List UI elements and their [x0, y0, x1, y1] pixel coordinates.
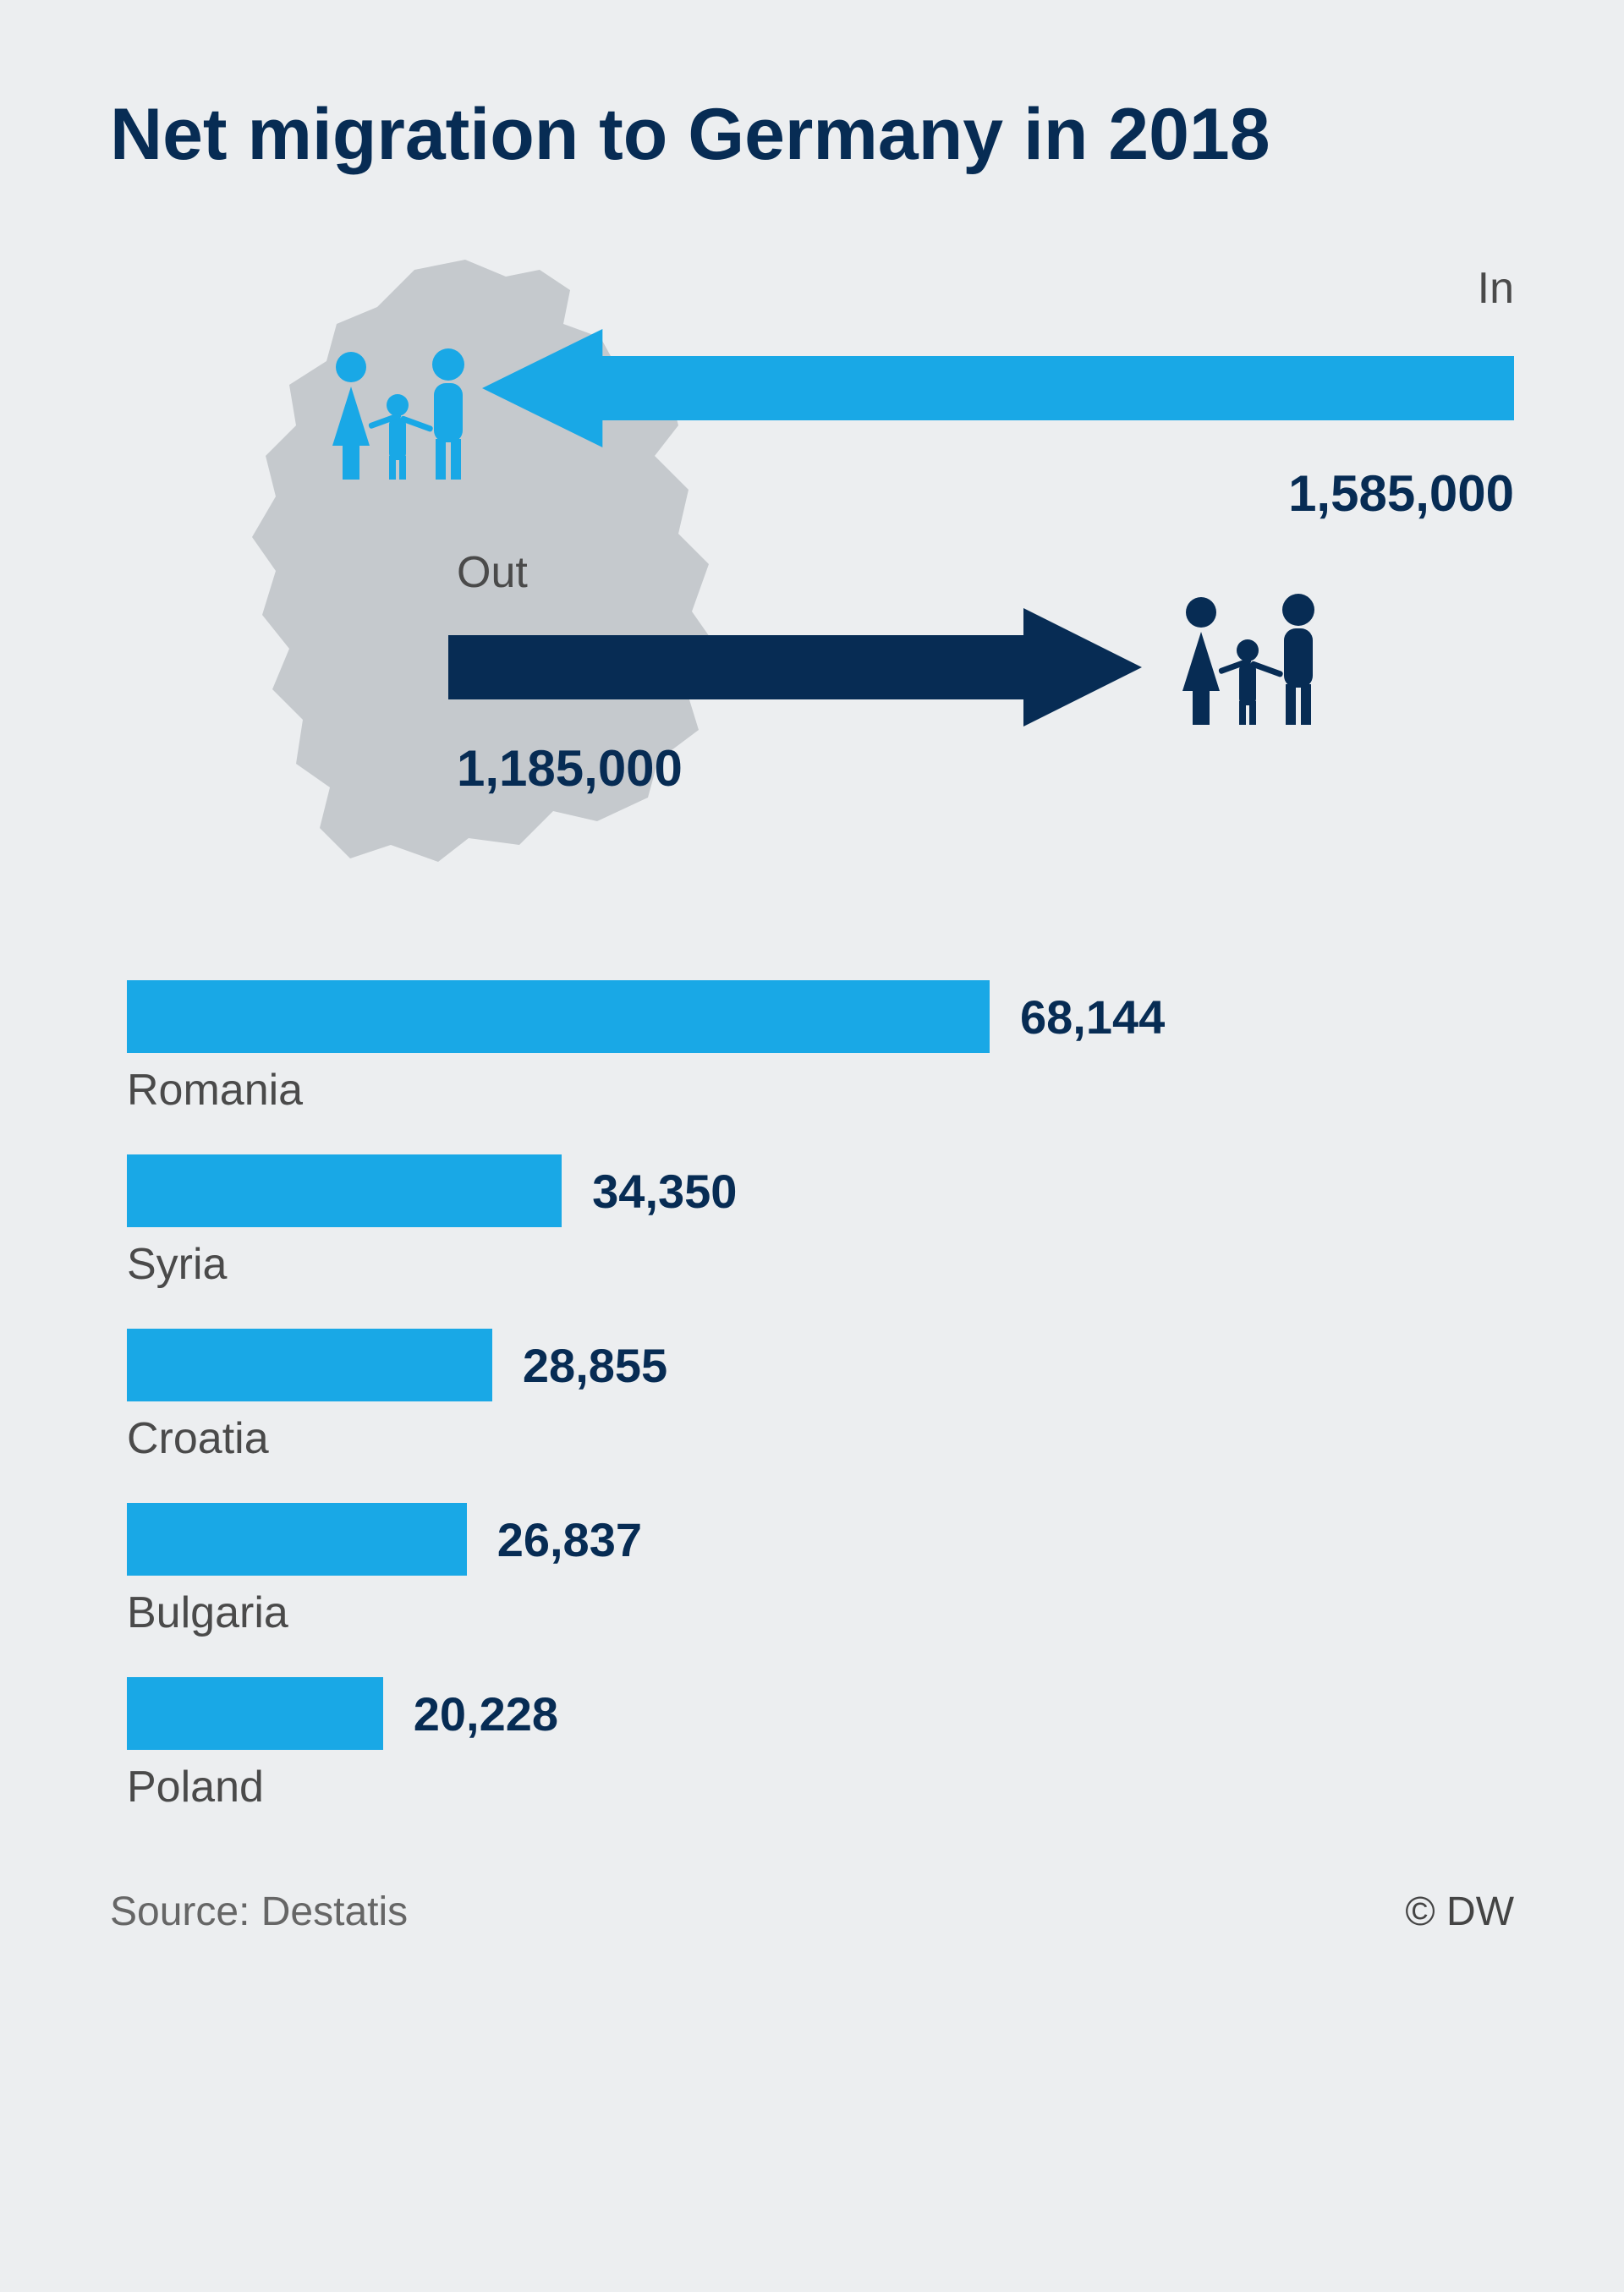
bar-value: 68,144 [1020, 990, 1165, 1045]
bar-country-label: Syria [127, 1239, 1497, 1290]
bar [127, 1677, 383, 1750]
bar-country-label: Bulgaria [127, 1587, 1497, 1638]
bar-wrap: 28,855 [127, 1329, 1497, 1401]
bar-value: 26,837 [497, 1512, 642, 1567]
arrow-out-label: Out [457, 547, 528, 598]
family-in-icon [317, 346, 486, 490]
arrow-out: Out 1,185,000 [448, 608, 1142, 727]
bar [127, 1329, 492, 1401]
bar-wrap: 26,837 [127, 1503, 1497, 1576]
bar-row: 28,855 Croatia [127, 1329, 1497, 1464]
bar [127, 1154, 562, 1227]
bar-row: 20,228 Poland [127, 1677, 1497, 1812]
bar-country-label: Croatia [127, 1413, 1497, 1464]
family-out-icon [1167, 591, 1336, 735]
bar-wrap: 34,350 [127, 1154, 1497, 1227]
bar-country-label: Romania [127, 1065, 1497, 1116]
arrow-in-label: In [1478, 263, 1514, 314]
bar [127, 1503, 467, 1576]
bar-row: 68,144 Romania [127, 980, 1497, 1116]
bar-wrap: 20,228 [127, 1677, 1497, 1750]
bar-row: 34,350 Syria [127, 1154, 1497, 1290]
infographic-canvas: Net migration to Germany in 2018 [0, 0, 1624, 2292]
bar [127, 980, 990, 1053]
arrow-in: In 1,585,000 [482, 329, 1514, 447]
source-label: Source: Destatis [110, 1889, 408, 1935]
bar-country-label: Poland [127, 1762, 1497, 1812]
bar-row: 26,837 Bulgaria [127, 1503, 1497, 1638]
footer: Source: Destatis © DW [110, 1889, 1514, 1935]
arrow-in-value: 1,585,000 [1288, 464, 1514, 523]
bar-wrap: 68,144 [127, 980, 1497, 1053]
country-bar-chart: 68,144 Romania 34,350 Syria 28,855 Croatia 26,… [110, 980, 1514, 1812]
bar-value: 28,855 [523, 1338, 667, 1393]
bar-value: 20,228 [414, 1686, 558, 1741]
hero-section: In 1,585,000 Out 1,185,000 [110, 236, 1514, 929]
arrow-out-value: 1,185,000 [457, 739, 683, 798]
page-title: Net migration to Germany in 2018 [110, 93, 1514, 177]
copyright: © DW [1405, 1889, 1514, 1935]
bar-value: 34,350 [592, 1164, 737, 1219]
